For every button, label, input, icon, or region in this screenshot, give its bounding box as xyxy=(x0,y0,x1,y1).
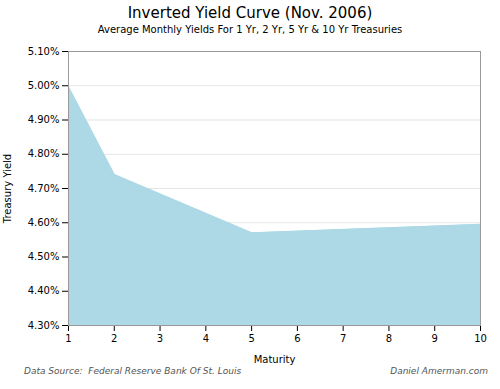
svg-text:4.90%: 4.90% xyxy=(28,114,60,125)
svg-text:4.80%: 4.80% xyxy=(28,148,60,159)
svg-text:8: 8 xyxy=(386,333,392,344)
svg-text:4: 4 xyxy=(203,333,209,344)
svg-text:Maturity: Maturity xyxy=(254,354,296,365)
html-text:Data Source: Federal Reserve B: Data Source: Federal Reserve Bank Of St.… xyxy=(24,366,242,376)
svg-text:1: 1 xyxy=(65,333,71,344)
html-text:Inverted Yield Curve (Nov. 200: Inverted Yield Curve (Nov. 2006) xyxy=(127,4,373,22)
svg-text:5.10%: 5.10% xyxy=(28,46,60,57)
svg-text:3: 3 xyxy=(157,333,163,344)
svg-text:4.60%: 4.60% xyxy=(28,217,60,228)
svg-text:Treasury Yield: Treasury Yield xyxy=(2,154,13,224)
svg-text:4.50%: 4.50% xyxy=(28,251,60,262)
svg-text:4.30%: 4.30% xyxy=(28,320,60,331)
svg-text:5.00%: 5.00% xyxy=(28,80,60,91)
html-text:Daniel Amerman.com: Daniel Amerman.com xyxy=(390,366,488,376)
svg-text:2: 2 xyxy=(111,333,117,344)
svg-text:5: 5 xyxy=(248,333,254,344)
svg-text:4.70%: 4.70% xyxy=(28,183,60,194)
svg-text:9: 9 xyxy=(432,333,438,344)
svg-text:6: 6 xyxy=(294,333,300,344)
svg-text:7: 7 xyxy=(340,333,346,344)
svg-text:10: 10 xyxy=(474,333,487,344)
html-text:Average Monthly Yields For 1 Y: Average Monthly Yields For 1 Yr, 2 Yr, 5… xyxy=(97,24,403,35)
svg-text:4.40%: 4.40% xyxy=(28,285,60,296)
